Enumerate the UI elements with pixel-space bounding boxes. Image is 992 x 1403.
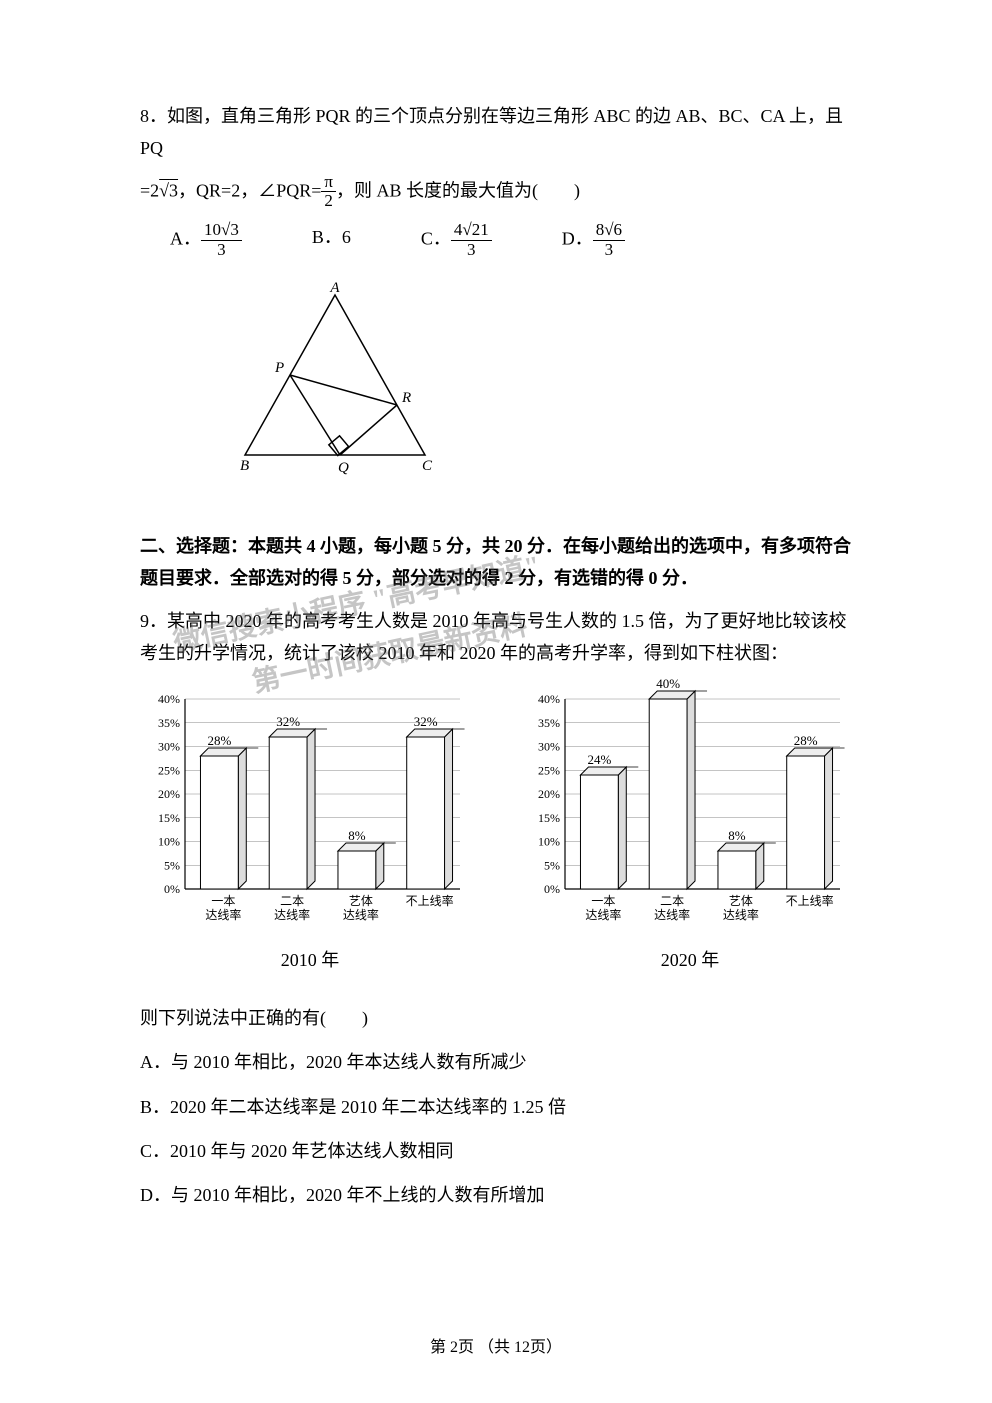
svg-text:达线率: 达线率 bbox=[723, 907, 759, 922]
svg-text:0%: 0% bbox=[544, 882, 560, 896]
svg-text:达线率: 达线率 bbox=[654, 907, 690, 922]
svg-text:一本: 一本 bbox=[211, 894, 235, 908]
chart-2020-caption: 2020 年 bbox=[520, 944, 860, 976]
svg-text:8%: 8% bbox=[348, 828, 366, 843]
svg-text:40%: 40% bbox=[656, 679, 680, 691]
svg-text:10%: 10% bbox=[158, 835, 180, 849]
q8-opt-d: D．8√63 bbox=[562, 221, 625, 259]
svg-text:艺体: 艺体 bbox=[729, 894, 753, 908]
q8-options: A．10√33 B．6 C．4√213 D．8√63 bbox=[170, 221, 852, 259]
svg-text:达线率: 达线率 bbox=[343, 907, 379, 922]
svg-text:5%: 5% bbox=[544, 859, 560, 873]
svg-text:25%: 25% bbox=[158, 764, 180, 778]
svg-text:35%: 35% bbox=[158, 716, 180, 730]
svg-text:达线率: 达线率 bbox=[274, 907, 310, 922]
svg-text:不上线率: 不上线率 bbox=[406, 893, 454, 908]
q9-text: 9．某高中 2020 年的高考考生人数是 2010 年高与号生人数的 1.5 倍… bbox=[140, 605, 852, 670]
svg-text:40%: 40% bbox=[158, 692, 180, 706]
q8-l2-mid: ，QR=2，∠PQR= bbox=[178, 180, 321, 200]
q9-opt-b: B．2020 年二本达线率是 2010 年二本达线率的 1.25 倍 bbox=[140, 1091, 852, 1123]
svg-text:艺体: 艺体 bbox=[349, 894, 373, 908]
svg-text:达线率: 达线率 bbox=[585, 907, 621, 922]
svg-text:二本: 二本 bbox=[280, 894, 304, 908]
q9-post: 则下列说法中正确的有( ) bbox=[140, 1002, 852, 1034]
svg-text:B: B bbox=[240, 458, 249, 474]
page-footer: 第 2页 （共 12页） bbox=[0, 1334, 992, 1363]
q8-opt-a: A．10√33 bbox=[170, 221, 242, 259]
q9-opt-c: C．2010 年与 2020 年艺体达线人数相同 bbox=[140, 1135, 852, 1167]
svg-text:30%: 30% bbox=[158, 740, 180, 754]
q8-l2-post: ，则 AB 长度的最大值为( ) bbox=[336, 180, 580, 200]
svg-text:28%: 28% bbox=[207, 733, 231, 748]
chart-2010: 0%5%10%15%20%25%30%35%40%28%一本达线率32%二本达线… bbox=[140, 679, 480, 976]
svg-text:32%: 32% bbox=[414, 714, 438, 729]
svg-text:35%: 35% bbox=[538, 716, 560, 730]
svg-text:30%: 30% bbox=[538, 740, 560, 754]
svg-text:P: P bbox=[274, 360, 284, 376]
svg-text:二本: 二本 bbox=[660, 894, 684, 908]
svg-text:24%: 24% bbox=[587, 752, 611, 767]
svg-text:达线率: 达线率 bbox=[205, 907, 241, 922]
svg-text:5%: 5% bbox=[164, 859, 180, 873]
svg-text:A: A bbox=[329, 280, 340, 296]
q8-l2-pre: =2 bbox=[140, 180, 159, 200]
svg-text:20%: 20% bbox=[538, 787, 560, 801]
svg-text:一本: 一本 bbox=[591, 894, 615, 908]
svg-text:10%: 10% bbox=[538, 835, 560, 849]
q8-l2-frac: π2 bbox=[321, 173, 336, 211]
q9-opt-d: D．与 2010 年相比，2020 年不上线的人数有所增加 bbox=[140, 1179, 852, 1211]
svg-text:25%: 25% bbox=[538, 764, 560, 778]
section2-heading: 二、选择题：本题共 4 小题，每小题 5 分，共 20 分．在每小题给出的选项中… bbox=[140, 530, 852, 595]
q8-l2-sqrt: √3 bbox=[159, 180, 178, 200]
svg-text:32%: 32% bbox=[276, 714, 300, 729]
svg-text:0%: 0% bbox=[164, 882, 180, 896]
chart-2010-caption: 2010 年 bbox=[140, 944, 480, 976]
charts-container: 0%5%10%15%20%25%30%35%40%28%一本达线率32%二本达线… bbox=[140, 679, 852, 976]
q8-opt-b: B．6 bbox=[312, 221, 351, 259]
q9-answers: 则下列说法中正确的有( ) A．与 2010 年相比，2020 年本达线人数有所… bbox=[140, 1002, 852, 1212]
svg-text:15%: 15% bbox=[538, 811, 560, 825]
svg-text:Q: Q bbox=[338, 460, 349, 476]
q8-opt-c: C．4√213 bbox=[421, 221, 492, 259]
svg-text:15%: 15% bbox=[158, 811, 180, 825]
q9-opt-a: A．与 2010 年相比，2020 年本达线人数有所减少 bbox=[140, 1046, 852, 1078]
q8-line2: =2√3，QR=2，∠PQR=π2，则 AB 长度的最大值为( ) bbox=[140, 173, 852, 211]
q8-line1: 8．如图，直角三角形 PQR 的三个顶点分别在等边三角形 ABC 的边 AB、B… bbox=[140, 100, 852, 165]
svg-text:40%: 40% bbox=[538, 692, 560, 706]
svg-text:R: R bbox=[401, 390, 411, 406]
svg-text:20%: 20% bbox=[158, 787, 180, 801]
svg-text:不上线率: 不上线率 bbox=[786, 893, 834, 908]
svg-text:28%: 28% bbox=[794, 733, 818, 748]
svg-text:8%: 8% bbox=[728, 828, 746, 843]
chart-2020: 0%5%10%15%20%25%30%35%40%24%一本达线率40%二本达线… bbox=[520, 679, 860, 976]
q8-triangle-figure: A B C P Q R bbox=[230, 280, 440, 480]
svg-text:C: C bbox=[422, 458, 433, 474]
